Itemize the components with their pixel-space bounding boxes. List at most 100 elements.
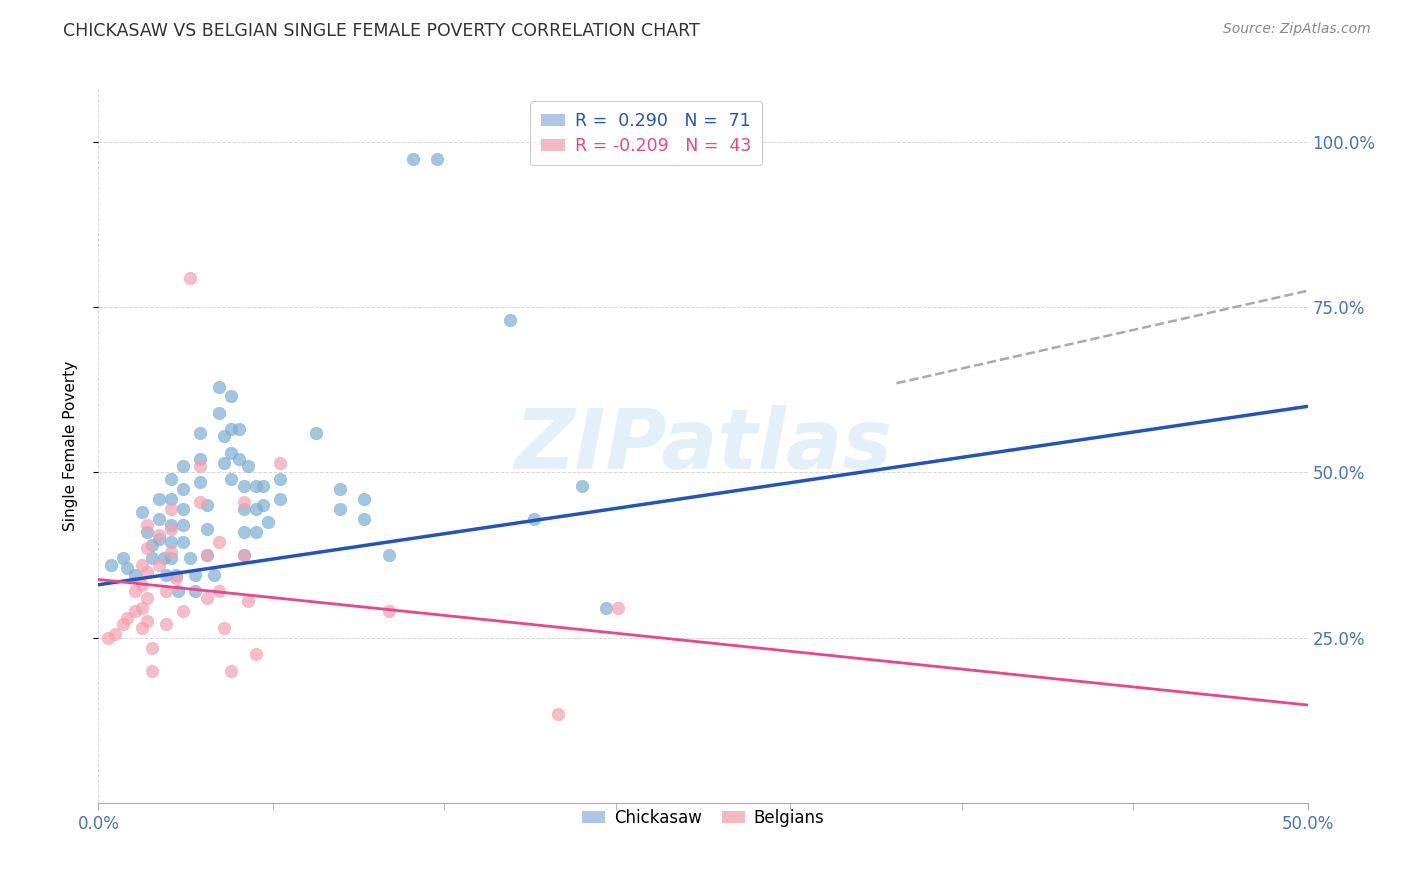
Point — [269, 491, 291, 506]
Y-axis label: Single Female Poverty: Single Female Poverty — [63, 361, 77, 531]
Point — [238, 458, 260, 473]
Point — [212, 621, 235, 635]
Point — [252, 478, 274, 492]
Point — [221, 664, 243, 678]
Point — [188, 452, 211, 467]
Point — [232, 548, 254, 562]
Point — [172, 501, 194, 516]
Point — [172, 518, 194, 533]
Point — [135, 591, 157, 605]
Point — [135, 541, 157, 556]
Point — [204, 567, 226, 582]
Point — [117, 611, 139, 625]
Point — [377, 548, 399, 562]
Point — [208, 406, 231, 420]
Point — [668, 152, 690, 166]
Point — [148, 558, 170, 572]
Point — [212, 429, 235, 443]
Point — [148, 528, 170, 542]
Point — [141, 538, 163, 552]
Point — [188, 495, 211, 509]
Point — [607, 600, 630, 615]
Point — [111, 617, 134, 632]
Point — [353, 511, 375, 525]
Point — [160, 534, 183, 549]
Text: CHICKASAW VS BELGIAN SINGLE FEMALE POVERTY CORRELATION CHART: CHICKASAW VS BELGIAN SINGLE FEMALE POVER… — [63, 22, 700, 40]
Point — [172, 482, 194, 496]
Point — [148, 491, 170, 506]
Point — [131, 600, 153, 615]
Point — [160, 551, 183, 566]
Point — [188, 458, 211, 473]
Point — [160, 472, 183, 486]
Point — [571, 478, 593, 492]
Point — [208, 379, 231, 393]
Point — [221, 422, 243, 436]
Point — [195, 548, 218, 562]
Point — [252, 499, 274, 513]
Point — [426, 152, 449, 166]
Point — [232, 524, 254, 539]
Point — [167, 584, 190, 599]
Point — [329, 501, 352, 516]
Point — [232, 495, 254, 509]
Point — [353, 491, 375, 506]
Point — [172, 458, 194, 473]
Point — [232, 478, 254, 492]
Point — [245, 478, 267, 492]
Point — [148, 511, 170, 525]
Point — [305, 425, 328, 440]
Point — [184, 567, 207, 582]
Point — [135, 565, 157, 579]
Point — [402, 152, 425, 166]
Point — [160, 545, 183, 559]
Point — [256, 515, 278, 529]
Point — [245, 524, 267, 539]
Point — [124, 604, 146, 618]
Point — [195, 522, 218, 536]
Point — [195, 548, 218, 562]
Point — [208, 584, 231, 599]
Point — [221, 445, 243, 459]
Point — [141, 664, 163, 678]
Point — [245, 501, 267, 516]
Point — [184, 584, 207, 599]
Point — [595, 600, 617, 615]
Point — [165, 571, 187, 585]
Point — [228, 452, 250, 467]
Point — [238, 594, 260, 608]
Point — [160, 518, 183, 533]
Point — [228, 422, 250, 436]
Point — [498, 313, 520, 327]
Point — [104, 627, 127, 641]
Point — [232, 501, 254, 516]
Point — [208, 534, 231, 549]
Point — [135, 614, 157, 628]
Point — [179, 551, 201, 566]
Point — [131, 621, 153, 635]
Point — [97, 631, 120, 645]
Point — [221, 389, 243, 403]
Point — [131, 558, 153, 572]
Point — [165, 567, 187, 582]
Point — [141, 640, 163, 655]
Point — [172, 604, 194, 618]
Text: Source: ZipAtlas.com: Source: ZipAtlas.com — [1223, 22, 1371, 37]
Point — [547, 706, 569, 721]
Point — [148, 532, 170, 546]
Point — [188, 425, 211, 440]
Point — [100, 558, 122, 572]
Point — [232, 548, 254, 562]
Point — [523, 511, 546, 525]
Point — [172, 534, 194, 549]
Point — [221, 472, 243, 486]
Point — [124, 567, 146, 582]
Point — [117, 561, 139, 575]
Point — [135, 518, 157, 533]
Point — [195, 499, 218, 513]
Point — [160, 491, 183, 506]
Point — [131, 505, 153, 519]
Point — [160, 522, 183, 536]
Point — [245, 647, 267, 661]
Point — [131, 578, 153, 592]
